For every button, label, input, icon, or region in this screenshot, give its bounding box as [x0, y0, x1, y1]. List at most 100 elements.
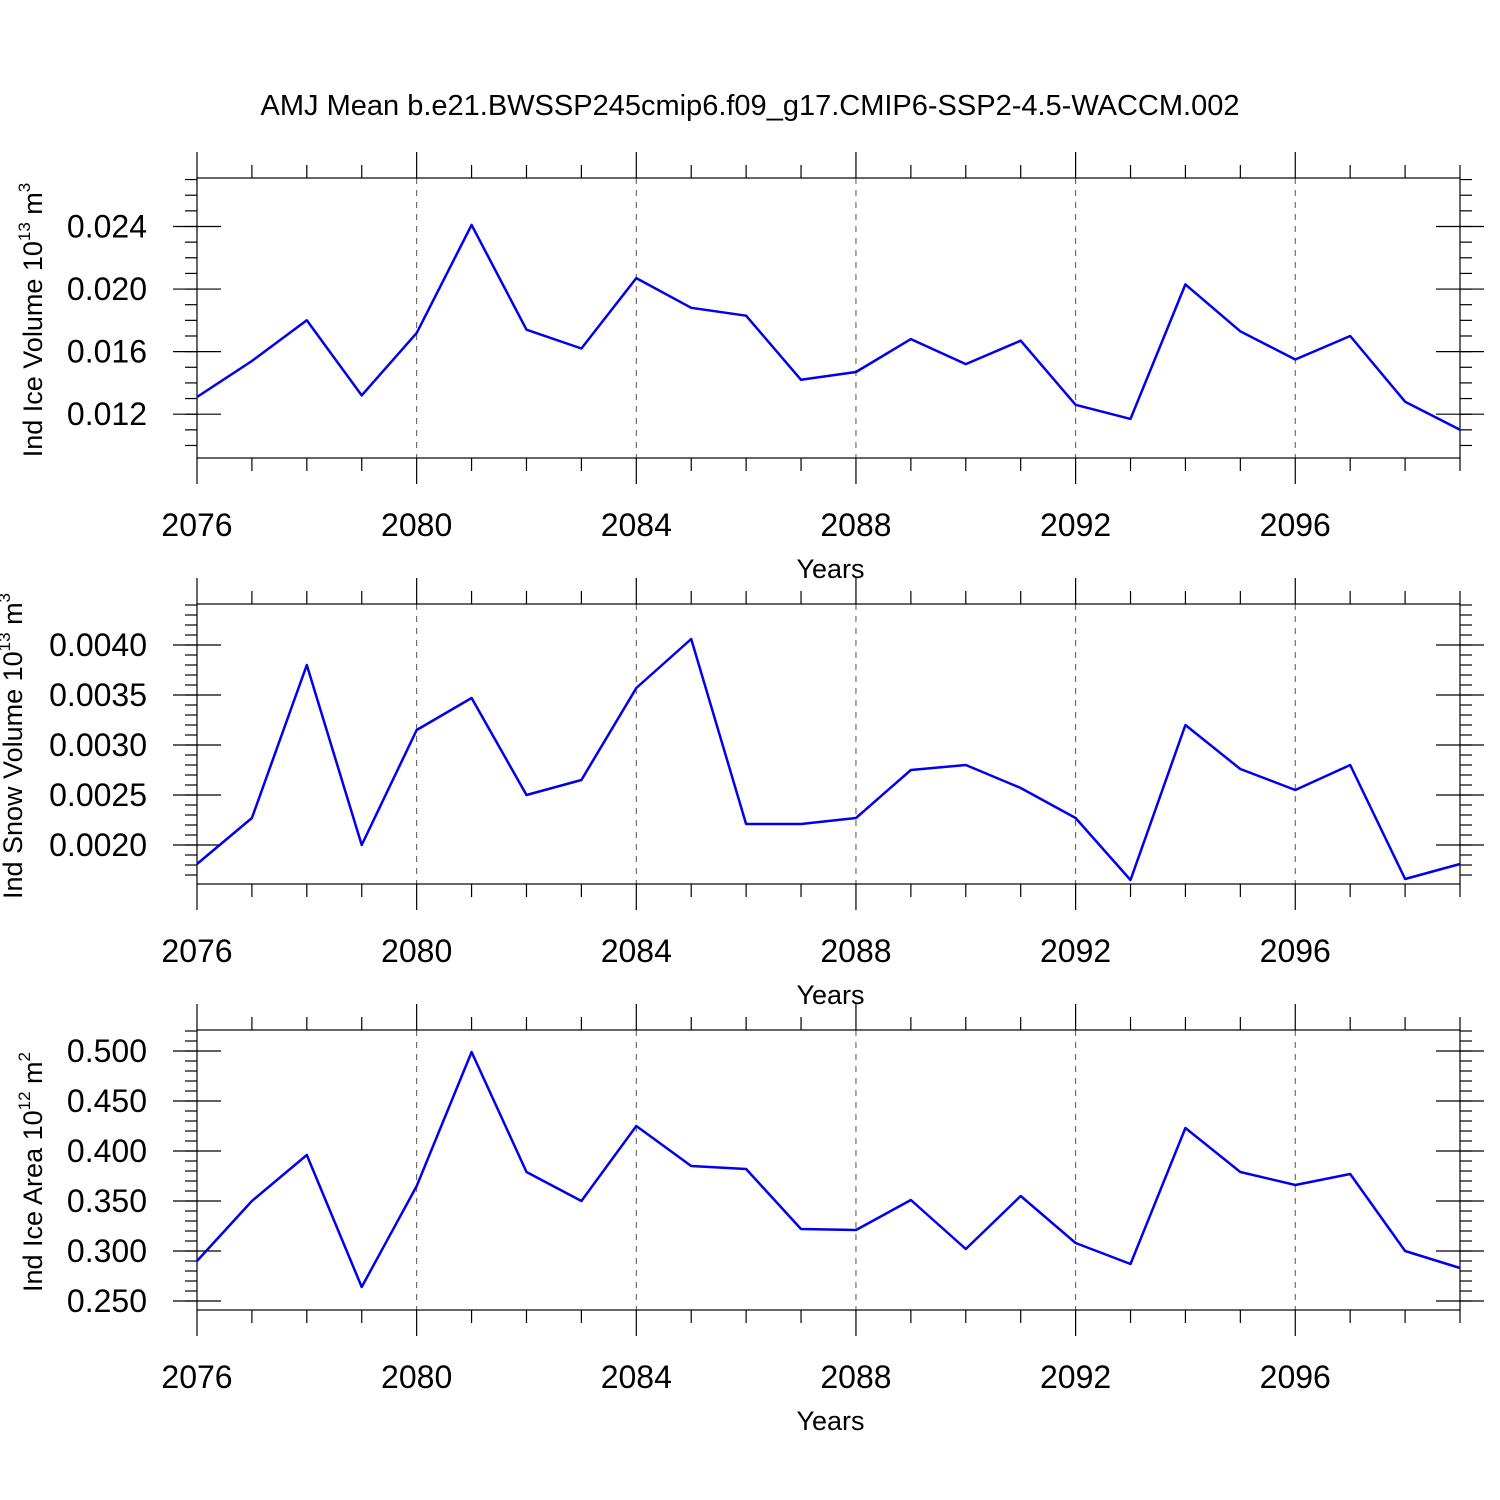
data-point: [854, 1228, 858, 1232]
data-point: [854, 816, 858, 820]
x-tick-label: 2080: [381, 1359, 452, 1395]
x-tick-label: 2080: [381, 933, 452, 969]
x-tick-label: 2076: [161, 933, 232, 969]
y-tick-label: 0.350: [67, 1183, 147, 1219]
data-point: [415, 1184, 419, 1188]
data-point: [524, 793, 528, 797]
y-tick-label: 0.024: [67, 208, 147, 244]
data-point: [964, 1247, 968, 1251]
data-point: [634, 1124, 638, 1128]
x-tick-label: 2076: [161, 507, 232, 543]
data-point: [634, 686, 638, 690]
x-tick-label: 2088: [820, 933, 891, 969]
series-line: [196, 1050, 1461, 1289]
x-tick-label: 2084: [601, 1359, 672, 1395]
data-point: [195, 862, 199, 866]
data-point: [1403, 400, 1407, 404]
data-point: [799, 378, 803, 382]
x-axis-label: Years: [796, 1406, 864, 1436]
x-tick-label: 2092: [1040, 1359, 1111, 1395]
data-point: [1348, 334, 1352, 338]
data-point: [524, 328, 528, 332]
x-tick-label: 2076: [161, 1359, 232, 1395]
x-tick-label: 2092: [1040, 507, 1111, 543]
data-point: [360, 393, 364, 397]
series-line: [196, 637, 1461, 882]
data-point: [689, 637, 693, 641]
data-point: [1019, 339, 1023, 343]
data-point: [305, 663, 309, 667]
y-tick-label: 0.450: [67, 1083, 147, 1119]
data-point: [1458, 428, 1462, 432]
data-point: [305, 318, 309, 322]
data-point: [1238, 329, 1242, 333]
data-point: [360, 1285, 364, 1289]
data-point: [1183, 282, 1187, 286]
data-point: [250, 359, 254, 363]
y-tick-label: 0.020: [67, 271, 147, 307]
y-tick-label: 0.0025: [49, 777, 147, 813]
data-point: [909, 1198, 913, 1202]
data-point: [964, 362, 968, 366]
y-axis-label: Ind Ice Volume 1013 m3: [15, 183, 48, 458]
data-point: [1348, 1172, 1352, 1176]
panels: 2076 2080 2084 2088 2092 2096 0.012 0.016 0.020 0…: [0, 152, 1484, 1436]
data-point: [1238, 1170, 1242, 1174]
plot-frame: [196, 1029, 1461, 1311]
x-tick-label: 2092: [1040, 933, 1111, 969]
data-point: [579, 778, 583, 782]
x-axis-label: Years: [796, 554, 864, 584]
y-tick-label: 0.300: [67, 1233, 147, 1269]
y-tick-label: 0.250: [67, 1283, 147, 1319]
y-tick-label: 0.500: [67, 1033, 147, 1069]
x-tick-label: 2080: [381, 507, 452, 543]
data-point: [250, 1199, 254, 1203]
data-point: [415, 331, 419, 335]
data-point: [1403, 1249, 1407, 1253]
data-point: [744, 314, 748, 318]
panel-2: 2076 2080 2084 2088 2092 2096 0.0020 0.0025 0.00…: [0, 578, 1484, 1010]
data-point: [634, 276, 638, 280]
data-point: [470, 696, 474, 700]
data-point: [1129, 1262, 1133, 1266]
data-point: [689, 1164, 693, 1168]
data-point: [579, 1199, 583, 1203]
data-point: [1129, 878, 1133, 882]
figure-title: AMJ Mean b.e21.BWSSP245cmip6.f09_g17.CMI…: [261, 90, 1240, 122]
panel-1: 2076 2080 2084 2088 2092 2096 0.012 0.016 0.020 0…: [15, 152, 1484, 584]
data-point: [1019, 786, 1023, 790]
data-point: [579, 347, 583, 351]
plot-frame: [196, 603, 1461, 885]
data-point: [1074, 403, 1078, 407]
y-tick-label: 0.0040: [49, 627, 147, 663]
y-tick-label: 0.0020: [49, 827, 147, 863]
x-tick-label: 2096: [1260, 507, 1331, 543]
data-point: [909, 768, 913, 772]
data-point: [524, 1170, 528, 1174]
data-point: [744, 1167, 748, 1171]
data-point: [360, 843, 364, 847]
data-point: [909, 337, 913, 341]
y-axis-label: Ind Ice Area 1012 m2: [15, 1052, 48, 1292]
data-point: [470, 223, 474, 227]
data-point: [799, 1227, 803, 1231]
y-tick-label: 0.016: [67, 334, 147, 370]
y-tick-label: 0.012: [67, 396, 147, 432]
x-tick-label: 2088: [820, 507, 891, 543]
data-point: [1458, 862, 1462, 866]
data-point: [195, 395, 199, 399]
data-point: [1458, 1266, 1462, 1270]
data-point: [1074, 1241, 1078, 1245]
data-point: [744, 822, 748, 826]
data-point: [1293, 357, 1297, 361]
y-axis-label: Ind Snow Volume 1013 m3: [0, 593, 28, 899]
y-tick-label: 0.0030: [49, 727, 147, 763]
data-point: [1074, 816, 1078, 820]
data-point: [1238, 767, 1242, 771]
y-tick-label: 0.400: [67, 1133, 147, 1169]
data-point: [854, 370, 858, 374]
data-point: [1183, 1126, 1187, 1130]
x-axis-label: Years: [796, 980, 864, 1010]
panel-3: 2076 2080 2084 2088 2092 2096 0.250 0.300 0.350 0…: [15, 1004, 1484, 1436]
